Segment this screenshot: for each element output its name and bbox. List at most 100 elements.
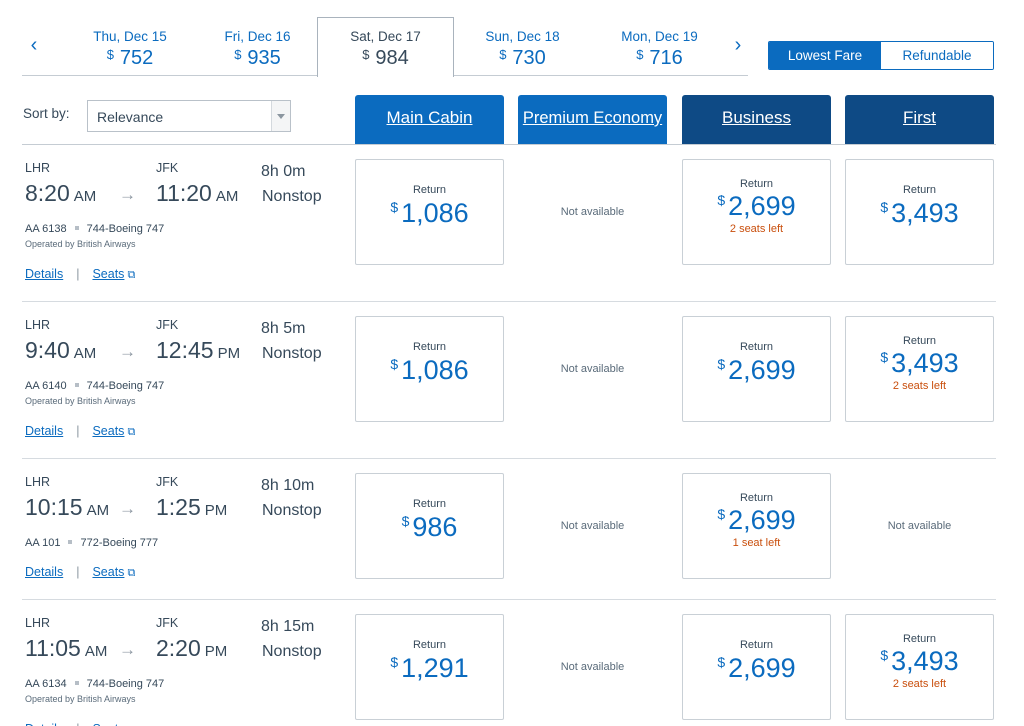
date-tab-selected[interactable]: Sat, Dec 17 $984 — [317, 17, 454, 77]
caret-down-icon — [277, 114, 285, 119]
flight-number: AA 6140 — [25, 380, 67, 392]
fare-type-label: Return — [902, 184, 937, 196]
link-separator: | — [76, 722, 79, 726]
currency-symbol: $ — [717, 192, 726, 208]
external-link-icon[interactable]: ⧉ — [127, 269, 136, 281]
fare-price: $986 — [356, 512, 503, 543]
fare-type-label: Return — [412, 498, 447, 510]
flight-duration: 8h 0m — [261, 163, 306, 180]
currency-symbol: $ — [499, 47, 507, 62]
fare-option-main[interactable]: Return $1,086 — [355, 159, 504, 265]
fare-option-first[interactable]: Return $3,493 2 seats left — [845, 316, 994, 422]
seats-link[interactable]: Seats — [92, 267, 125, 281]
date-tab[interactable]: Thu, Dec 15 $752 — [62, 17, 198, 76]
seats-link[interactable]: Seats — [92, 565, 125, 579]
fare-option-first[interactable]: Return $3,493 2 seats left — [845, 614, 994, 720]
lowest-fare-button[interactable]: Lowest Fare — [769, 42, 881, 69]
details-link[interactable]: Details — [25, 565, 64, 579]
seats-left-notice: 2 seats left — [892, 678, 947, 690]
flight-duration: 8h 15m — [261, 618, 315, 635]
refundable-button[interactable]: Refundable — [881, 42, 993, 69]
fare-option-business[interactable]: Return $2,699 2 seats left — [682, 159, 831, 265]
fare-option-business[interactable]: Return $2,699 — [682, 316, 831, 422]
separator-dot — [74, 383, 79, 387]
date-tab[interactable]: Mon, Dec 19 $716 — [591, 17, 728, 76]
departure-ampm: AM — [73, 188, 97, 205]
sort-select[interactable]: Relevance — [87, 100, 291, 132]
arrival-ampm: PM — [204, 502, 228, 519]
departure-time-value: 9:40 — [25, 337, 70, 363]
fare-amount: 2,699 — [728, 355, 796, 385]
arrival-time-value: 11:20 — [156, 180, 212, 206]
destination-code: JFK — [156, 161, 179, 175]
cabin-header-first[interactable]: First — [845, 95, 994, 144]
details-link[interactable]: Details — [25, 722, 63, 726]
currency-symbol: $ — [717, 506, 726, 522]
fare-option-main[interactable]: Return $1,086 — [355, 316, 504, 422]
seats-link[interactable]: Seats — [92, 722, 124, 726]
fare-amount: 1,086 — [401, 198, 469, 228]
date-tab-label: Sat, Dec 17 — [350, 29, 421, 44]
date-tab-label: Fri, Dec 16 — [224, 29, 291, 44]
date-tab[interactable]: Fri, Dec 16 $935 — [198, 17, 317, 76]
external-link-icon[interactable]: ⧉ — [127, 567, 136, 579]
fare-amount: 2,699 — [728, 191, 796, 221]
chevron-left-icon[interactable]: ‹ — [30, 34, 38, 56]
arrival-time: 2:20 PM — [156, 635, 227, 662]
departure-time: 8:20 AM — [25, 180, 96, 207]
flight-number: AA 101 — [25, 537, 61, 549]
fare-option-main[interactable]: Return $986 — [355, 473, 504, 579]
operated-by: Operated by British Airways — [25, 239, 136, 249]
departure-ampm: AM — [84, 643, 108, 660]
cabin-header-main-cabin[interactable]: Main Cabin — [355, 95, 504, 144]
date-tab-label: Sun, Dec 18 — [485, 29, 560, 44]
fare-price: $3,493 — [846, 198, 993, 229]
seats-link[interactable]: Seats — [92, 424, 125, 438]
departure-ampm: AM — [73, 345, 97, 362]
departure-time-value: 11:05 — [25, 635, 81, 661]
operated-by: Operated by British Airways — [25, 396, 136, 406]
origin-code: LHR — [25, 475, 51, 489]
flight-info: AA 101 772-Boeing 777 — [25, 537, 158, 549]
link-separator: | — [76, 267, 80, 281]
fare-price: $2,699 — [683, 505, 830, 536]
date-strip: ‹ Thu, Dec 15 $752 Fri, Dec 16 $935 Sat,… — [22, 17, 748, 77]
fare-option-business[interactable]: Return $2,699 1 seat left — [682, 473, 831, 579]
fare-option-business[interactable]: Return $2,699 — [682, 614, 831, 720]
fare-amount: 2,699 — [728, 505, 796, 535]
origin-code: LHR — [25, 161, 51, 175]
currency-symbol: $ — [362, 47, 370, 62]
fare-price: $2,699 — [683, 653, 830, 684]
fare-amount: 3,493 — [891, 198, 959, 228]
arrival-time: 12:45 PM — [156, 337, 240, 364]
destination-code: JFK — [156, 475, 179, 489]
currency-symbol: $ — [234, 47, 242, 62]
external-link-icon[interactable]: ⧉ — [127, 426, 136, 438]
origin-code: LHR — [25, 616, 51, 630]
fare-option-main[interactable]: Return $1,291 — [355, 614, 504, 720]
chevron-right-icon[interactable]: › — [734, 34, 742, 56]
details-link[interactable]: Details — [25, 424, 64, 438]
dropdown-button[interactable] — [271, 101, 290, 131]
external-link-icon[interactable]: ⧉ — [127, 724, 135, 726]
flight-links: Details | Seats⧉ — [25, 722, 135, 726]
flight-row: LHR JFK 9:40 AM → 12:45 PM 8h 5m Nonstop AA 6140 7… — [0, 302, 1024, 459]
flight-stops: Nonstop — [262, 643, 322, 660]
date-tab[interactable]: Sun, Dec 18 $730 — [454, 17, 591, 76]
flight-links: Details | Seats⧉ — [25, 565, 135, 580]
departure-time: 11:05 AM — [25, 635, 107, 662]
link-separator: | — [76, 565, 80, 579]
fare-option-first[interactable]: Return $3,493 — [845, 159, 994, 265]
fare-type-toggle: Lowest Fare Refundable — [768, 41, 994, 70]
date-tab-label: Mon, Dec 19 — [621, 29, 698, 44]
fare-type-label: Return — [739, 178, 774, 190]
cabin-header-business[interactable]: Business — [682, 95, 831, 144]
arrival-ampm: AM — [215, 188, 239, 205]
aircraft-type: 744-Boeing 747 — [86, 678, 165, 690]
fare-price: $2,699 — [683, 191, 830, 222]
flight-row: LHR JFK 8:20 AM → 11:20 AM 8h 0m Nonstop AA 6138 7… — [0, 145, 1024, 302]
details-link[interactable]: Details — [25, 267, 64, 281]
cabin-header-premium-economy[interactable]: Premium Economy — [518, 95, 667, 144]
date-tab-price: $935 — [198, 47, 317, 70]
fare-amount: 2,699 — [728, 653, 796, 683]
